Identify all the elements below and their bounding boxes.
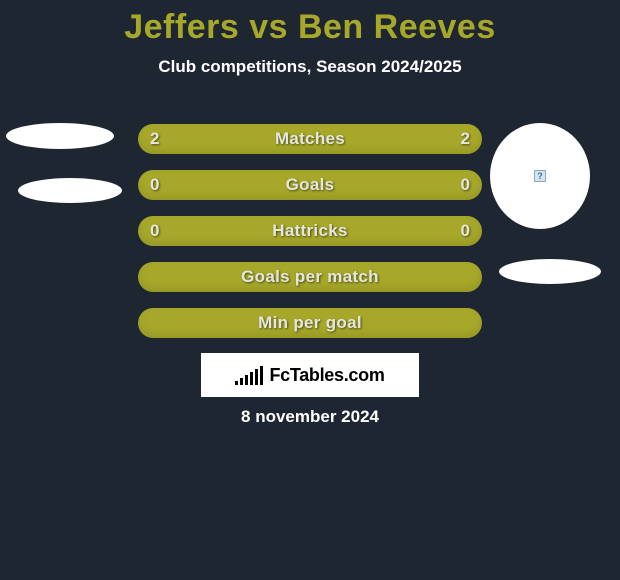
date-text: 8 november 2024 bbox=[0, 407, 620, 427]
bar-hattricks: 0 Hattricks 0 bbox=[138, 216, 482, 246]
bar-right-value: 2 bbox=[461, 129, 470, 149]
bar-label: Goals bbox=[286, 175, 335, 195]
bar-goals-per-match: Goals per match bbox=[138, 262, 482, 292]
bar-right-value: 0 bbox=[461, 175, 470, 195]
bar-matches: 2 Matches 2 bbox=[138, 124, 482, 154]
bar-left-value: 2 bbox=[150, 129, 159, 149]
fctables-logo: FcTables.com bbox=[201, 353, 419, 397]
subtitle: Club competitions, Season 2024/2025 bbox=[0, 57, 620, 77]
page-title: Jeffers vs Ben Reeves bbox=[0, 0, 620, 47]
player-left-avatar-1 bbox=[6, 123, 114, 149]
bar-left-value: 0 bbox=[150, 175, 159, 195]
player-left-avatar-2 bbox=[18, 178, 122, 203]
bar-min-per-goal: Min per goal bbox=[138, 308, 482, 338]
player-right-avatar-1: ? bbox=[490, 123, 590, 229]
player-right-avatar-2 bbox=[499, 259, 601, 284]
logo-bars-icon bbox=[235, 366, 263, 385]
logo-text: FcTables.com bbox=[269, 365, 384, 386]
bar-label: Matches bbox=[275, 129, 345, 149]
bar-goals: 0 Goals 0 bbox=[138, 170, 482, 200]
bar-label: Min per goal bbox=[258, 313, 362, 333]
stats-bars: 2 Matches 2 0 Goals 0 0 Hattricks 0 Goal… bbox=[138, 124, 482, 354]
bar-label: Hattricks bbox=[272, 221, 347, 241]
bar-label: Goals per match bbox=[241, 267, 379, 287]
bar-left-value: 0 bbox=[150, 221, 159, 241]
bar-right-value: 0 bbox=[461, 221, 470, 241]
image-placeholder-icon: ? bbox=[534, 170, 546, 182]
